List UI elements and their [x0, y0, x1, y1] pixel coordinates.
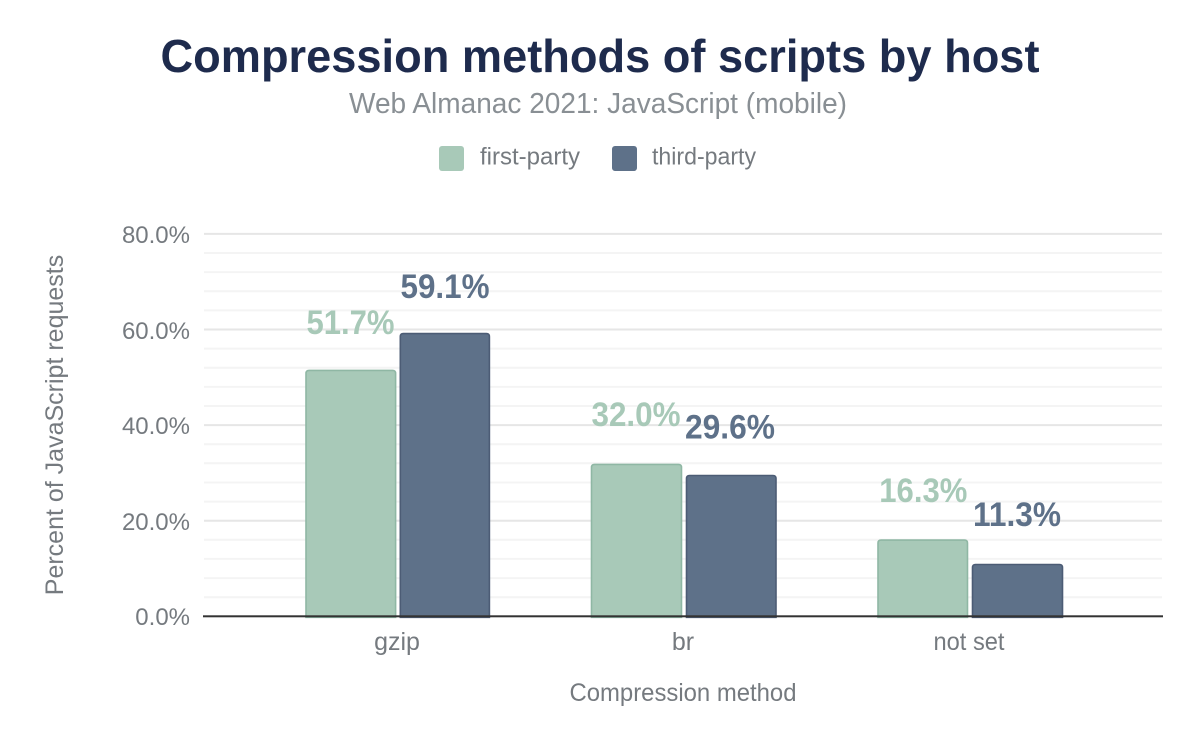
- svg-text:59.1%: 59.1%: [401, 268, 490, 306]
- svg-text:gzip: gzip: [374, 628, 420, 656]
- svg-text:first-party: first-party: [480, 144, 580, 171]
- svg-text:40.0%: 40.0%: [122, 413, 190, 440]
- svg-text:0.0%: 0.0%: [135, 604, 190, 631]
- svg-text:Compression methods of scripts: Compression methods of scripts by host: [161, 30, 1040, 82]
- svg-text:16.3%: 16.3%: [879, 472, 967, 510]
- svg-text:11.3%: 11.3%: [973, 496, 1061, 534]
- svg-text:32.0%: 32.0%: [592, 396, 681, 434]
- svg-text:60.0%: 60.0%: [122, 318, 190, 345]
- svg-text:Compression method: Compression method: [570, 679, 797, 707]
- svg-text:not set: not set: [934, 628, 1005, 656]
- svg-text:29.6%: 29.6%: [685, 409, 775, 447]
- svg-text:br: br: [672, 628, 694, 656]
- svg-text:Web Almanac 2021: JavaScript (: Web Almanac 2021: JavaScript (mobile): [349, 88, 847, 120]
- svg-text:80.0%: 80.0%: [122, 222, 190, 249]
- svg-text:20.0%: 20.0%: [122, 509, 190, 536]
- svg-text:51.7%: 51.7%: [307, 304, 395, 342]
- svg-text:third-party: third-party: [652, 144, 756, 171]
- svg-text:Percent of JavaScript requests: Percent of JavaScript requests: [41, 255, 69, 595]
